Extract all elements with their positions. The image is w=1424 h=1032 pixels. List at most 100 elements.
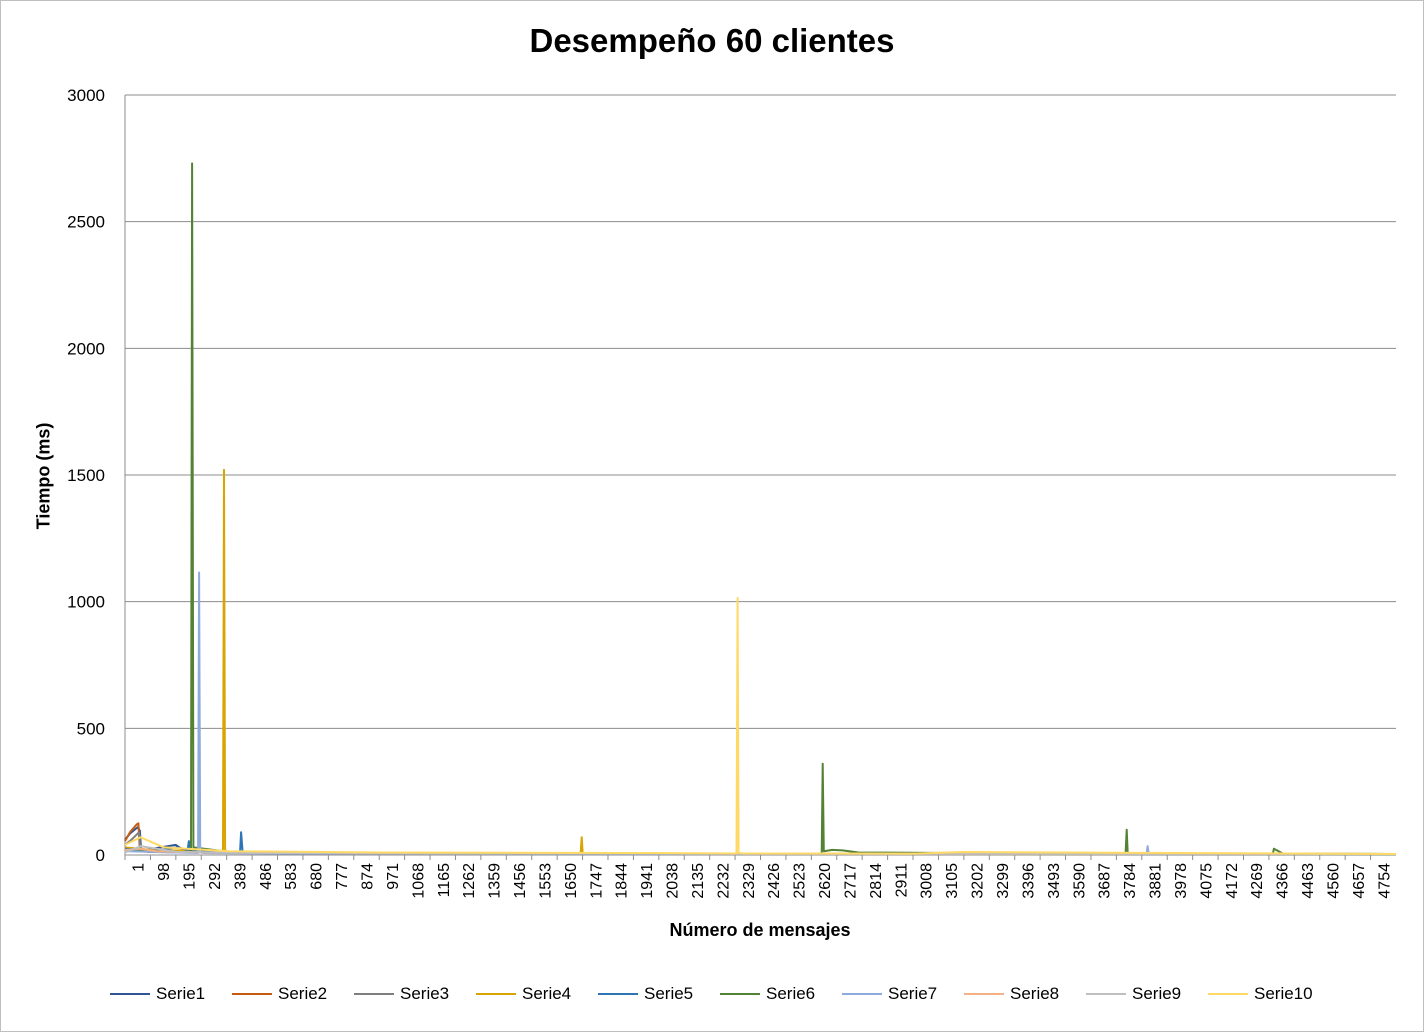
x-tick-label: 4075 [1198,863,1215,899]
x-tick-label: 4754 [1376,863,1393,899]
legend-swatch [1208,993,1248,995]
x-tick-label: 3105 [944,863,961,899]
x-tick-label: 1456 [512,863,529,899]
legend-label: Serie9 [1132,984,1182,1003]
legend-label: Serie8 [1010,984,1060,1003]
y-tick-label: 500 [77,719,105,738]
x-tick-label: 4463 [1300,863,1317,899]
series-line-serie4 [124,468,1397,856]
x-tick-label: 4269 [1249,863,1266,899]
legend-item: Serie7 [842,984,964,1004]
legend-label: Serie10 [1254,984,1313,1003]
x-tick-label: 3299 [995,863,1012,899]
x-tick-label: 3008 [919,863,936,899]
x-tick-label: 389 [232,863,249,890]
x-tick-label: 2329 [741,863,758,899]
x-tick-label: 2620 [817,863,834,899]
legend-label: Serie2 [278,984,328,1003]
legend-item: Serie8 [964,984,1086,1004]
x-tick-label: 1650 [563,863,580,899]
legend-swatch [232,993,272,995]
x-tick-label: 4172 [1224,863,1241,899]
legend-item: Serie3 [354,984,476,1004]
x-tick-label: 1747 [588,863,605,899]
series-line-serie1 [124,826,1397,855]
legend-swatch [1086,993,1126,995]
x-tick-label: 971 [385,863,402,890]
legend-label: Serie5 [644,984,694,1003]
series-line-serie7 [124,571,1397,855]
series-line-serie3 [124,831,1397,855]
x-tick-label: 98 [156,863,173,881]
x-tick-label: 2814 [868,863,885,899]
legend-swatch [720,993,760,995]
y-tick-label: 1500 [67,466,105,485]
y-tick-label: 2000 [67,339,105,358]
legend-item: Serie4 [476,984,598,1004]
x-tick-label: 2426 [766,863,783,899]
x-tick-label: 486 [258,863,275,890]
x-tick-label: 680 [309,863,326,890]
legend-label: Serie3 [400,984,450,1003]
x-axis-title: Número de mensajes [669,920,851,940]
legend-item: Serie2 [232,984,354,1004]
x-tick-label: 2911 [893,863,910,898]
x-tick-label: 3978 [1173,863,1190,899]
x-tick-label: 4657 [1351,863,1368,899]
legend-swatch [964,993,1004,995]
x-tick-label: 874 [359,863,376,890]
x-tick-label: 1553 [537,863,554,899]
x-tick-label: 3784 [1122,863,1139,899]
legend-item: Serie9 [1086,984,1208,1004]
legend-swatch [110,993,150,995]
x-tick-label: 3493 [1046,863,1063,899]
x-tick-label: 2135 [690,863,707,899]
chart-title: Desempeño 60 clientes [529,22,895,59]
y-tick-label: 3000 [67,86,105,105]
legend-label: Serie7 [888,984,938,1003]
x-tick-label: 1068 [410,863,427,899]
series-line-serie5 [124,831,1397,856]
legend-label: Serie4 [522,984,572,1003]
y-tick-label: 0 [96,846,105,865]
legend-swatch [476,993,516,995]
x-tick-label: 1359 [487,863,504,899]
legend-label: Serie1 [156,984,206,1003]
x-tick-label: 3881 [1148,863,1165,899]
legend-item: Serie10 [1208,984,1330,1004]
legend-item: Serie6 [720,984,842,1004]
y-tick-label: 1000 [67,593,105,612]
series-line-serie6 [124,162,1397,855]
legend-swatch [598,993,638,995]
legend: Serie1 Serie2 Serie3 Serie4 Serie5 Serie6 Seri… [110,984,1330,1004]
x-tick-label: 1844 [614,863,631,899]
x-tick-label: 2523 [792,863,809,899]
x-tick-label: 2038 [665,863,682,899]
x-tick-label: 4560 [1325,863,1342,899]
x-tick-label: 3590 [1071,863,1088,899]
legend-swatch [842,993,882,995]
x-tick-label: 2717 [842,863,859,899]
x-tick-label: 583 [283,863,300,890]
x-tick-label: 1262 [461,863,478,899]
x-tick-label: 292 [207,863,224,890]
legend-item: Serie5 [598,984,720,1004]
x-tick-label: 3202 [970,863,987,899]
series-line-serie10 [124,596,1397,855]
x-tick-label: 2232 [715,863,732,899]
x-tick-label: 195 [182,863,199,890]
legend-item: Serie1 [110,984,232,1004]
x-tick-label: 4366 [1275,863,1292,899]
x-tick-label: 1941 [639,863,656,899]
x-tick-label: 777 [334,863,351,890]
y-tick-label: 2500 [67,213,105,232]
x-tick-label: 3687 [1097,863,1114,899]
legend-label: Serie6 [766,984,816,1003]
legend-swatch [354,993,394,995]
series-line-serie2 [124,822,1397,855]
x-tick-label: 1165 [436,863,453,898]
x-tick-label: 3396 [1020,863,1037,899]
x-tick-label: 1 [131,863,148,872]
